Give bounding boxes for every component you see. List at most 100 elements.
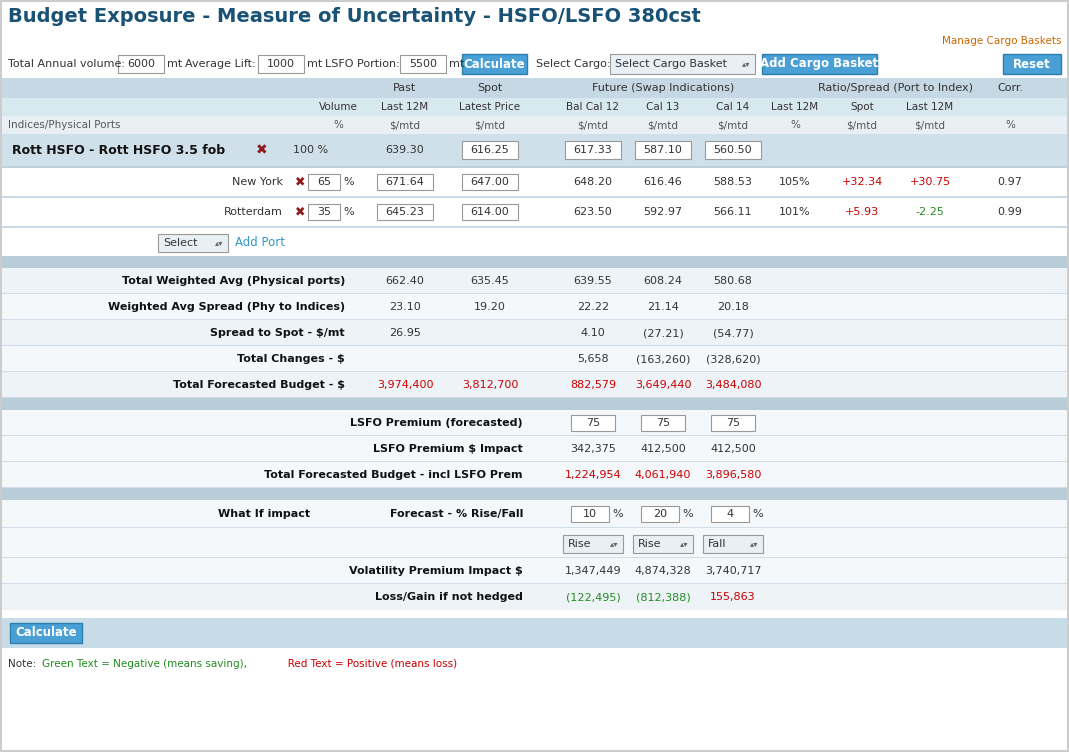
- Bar: [0, 0, 2, 752]
- Bar: [0, 78, 1069, 98]
- Text: 614.00: 614.00: [470, 207, 509, 217]
- Bar: [0, 461, 1069, 462]
- Text: mt: mt: [167, 59, 182, 69]
- Text: Volatility Premium Impact $: Volatility Premium Impact $: [350, 566, 523, 576]
- Text: Spot: Spot: [850, 102, 873, 112]
- Text: %: %: [343, 207, 354, 217]
- Bar: [0, 294, 1069, 320]
- Text: Calculate: Calculate: [15, 626, 77, 639]
- Text: ✖: ✖: [257, 143, 268, 157]
- Bar: [762, 54, 877, 74]
- Text: (328,620): (328,620): [706, 354, 760, 364]
- Bar: [711, 506, 749, 522]
- Bar: [462, 141, 518, 159]
- Text: 1,347,449: 1,347,449: [564, 566, 621, 576]
- Bar: [158, 234, 228, 252]
- Bar: [400, 55, 446, 73]
- Text: Red Text = Positive (means loss): Red Text = Positive (means loss): [278, 659, 458, 669]
- Text: Spot: Spot: [478, 83, 502, 93]
- Text: $/mtd: $/mtd: [648, 120, 679, 130]
- Bar: [711, 415, 755, 431]
- Text: 592.97: 592.97: [644, 207, 683, 217]
- Bar: [0, 346, 1069, 372]
- Text: Cal 14: Cal 14: [716, 102, 749, 112]
- Text: 3,484,080: 3,484,080: [704, 380, 761, 390]
- Bar: [0, 398, 1069, 410]
- Text: 101%: 101%: [779, 207, 810, 217]
- Text: 0.97: 0.97: [997, 177, 1022, 187]
- Bar: [0, 750, 1069, 752]
- Bar: [0, 583, 1069, 584]
- Bar: [308, 174, 340, 190]
- Text: 26.95: 26.95: [389, 328, 421, 338]
- Text: Fall: Fall: [708, 539, 727, 549]
- Text: 662.40: 662.40: [386, 276, 424, 286]
- Text: 4: 4: [727, 509, 733, 519]
- Text: What If impact: What If impact: [218, 509, 310, 519]
- Bar: [0, 410, 1069, 436]
- Bar: [1003, 54, 1062, 74]
- Text: Rott HSFO - Rott HSFO 3.5 fob: Rott HSFO - Rott HSFO 3.5 fob: [12, 144, 226, 156]
- Bar: [633, 535, 693, 553]
- Text: 616.25: 616.25: [470, 145, 509, 155]
- Bar: [571, 415, 615, 431]
- Text: New York: New York: [232, 177, 283, 187]
- Text: %: %: [1005, 120, 1014, 130]
- Bar: [0, 584, 1069, 610]
- Text: Last 12M: Last 12M: [772, 102, 819, 112]
- Bar: [0, 487, 1069, 488]
- Text: 4,874,328: 4,874,328: [635, 566, 692, 576]
- Bar: [462, 204, 518, 220]
- Text: Total Forecasted Budget - $: Total Forecasted Budget - $: [173, 380, 345, 390]
- Bar: [0, 557, 1069, 558]
- Text: Calculate: Calculate: [464, 57, 525, 71]
- Text: Select Cargo:: Select Cargo:: [536, 59, 610, 69]
- Bar: [462, 54, 527, 74]
- Text: 10: 10: [583, 509, 597, 519]
- Text: %: %: [682, 509, 693, 519]
- Bar: [0, 50, 1069, 78]
- Text: 4,061,940: 4,061,940: [635, 470, 692, 480]
- Text: $/mtd: $/mtd: [577, 120, 608, 130]
- Text: 608.24: 608.24: [644, 276, 682, 286]
- Text: Select Cargo Basket: Select Cargo Basket: [615, 59, 727, 69]
- Bar: [0, 372, 1069, 398]
- Text: $/mtd: $/mtd: [475, 120, 506, 130]
- Text: Add Port: Add Port: [235, 235, 285, 248]
- Text: 617.33: 617.33: [574, 145, 613, 155]
- Bar: [0, 319, 1069, 320]
- Bar: [377, 204, 433, 220]
- Bar: [0, 0, 1069, 32]
- Text: 639.55: 639.55: [574, 276, 613, 286]
- Bar: [0, 256, 1069, 268]
- Text: 3,896,580: 3,896,580: [704, 470, 761, 480]
- Text: LSFO Portion:: LSFO Portion:: [325, 59, 400, 69]
- Text: 882,579: 882,579: [570, 380, 616, 390]
- Text: ▴▾: ▴▾: [680, 539, 688, 548]
- Text: $/mtd: $/mtd: [389, 120, 420, 130]
- Bar: [0, 500, 1069, 528]
- Bar: [0, 196, 1069, 198]
- Text: %: %: [611, 509, 622, 519]
- Bar: [118, 55, 164, 73]
- Text: Green Text = Negative (means saving),: Green Text = Negative (means saving),: [42, 659, 247, 669]
- Text: 3,740,717: 3,740,717: [704, 566, 761, 576]
- Text: Total Annual volume:: Total Annual volume:: [7, 59, 125, 69]
- Bar: [0, 648, 1069, 680]
- Text: 6000: 6000: [127, 59, 155, 69]
- Text: Corr.: Corr.: [997, 83, 1023, 93]
- Text: Last 12M: Last 12M: [382, 102, 429, 112]
- Text: Future (Swap Indications): Future (Swap Indications): [592, 83, 734, 93]
- Text: Manage Cargo Baskets: Manage Cargo Baskets: [942, 36, 1062, 46]
- Bar: [0, 371, 1069, 372]
- Bar: [0, 32, 1069, 50]
- Text: 587.10: 587.10: [644, 145, 682, 155]
- Text: 3,974,400: 3,974,400: [376, 380, 433, 390]
- Text: 20.18: 20.18: [717, 302, 749, 312]
- Text: 1,224,954: 1,224,954: [564, 470, 621, 480]
- Text: 75: 75: [726, 418, 740, 428]
- Text: 1000: 1000: [267, 59, 295, 69]
- Bar: [0, 116, 1069, 134]
- Text: LSFO Premium $ Impact: LSFO Premium $ Impact: [373, 444, 523, 454]
- Text: 3,649,440: 3,649,440: [635, 380, 692, 390]
